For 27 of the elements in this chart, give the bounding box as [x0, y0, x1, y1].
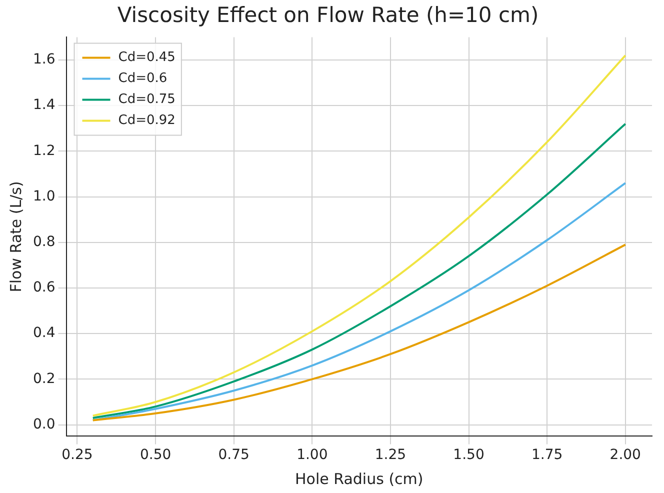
y-tick-label: 0.4: [33, 325, 56, 342]
y-tick-label: 0.0: [33, 416, 56, 432]
y-tick-label: 1.4: [33, 97, 56, 114]
legend-label: Cd=0.6: [118, 71, 168, 86]
y-tick-label: 0.2: [33, 370, 56, 387]
legend-label: Cd=0.75: [118, 92, 176, 108]
x-tick-label: 1.25: [374, 447, 406, 464]
x-tick-label: 1.00: [296, 447, 328, 464]
legend-label: Cd=0.92: [118, 113, 176, 128]
x-tick-label: 1.50: [453, 447, 484, 464]
y-tick-label: 1.2: [33, 142, 56, 159]
line-series: [92, 182, 626, 422]
line-series: [92, 122, 626, 419]
x-tick-label: 0.25: [62, 447, 93, 464]
y-tick-label: 0.8: [33, 234, 56, 250]
x-tick-label: 0.50: [140, 447, 172, 464]
y-tick-label: 0.6: [33, 280, 56, 296]
y-tick-label: 1.0: [33, 188, 56, 204]
x-tick-label: 2.00: [610, 447, 641, 464]
line-series: [92, 244, 626, 422]
x-tick-label: 1.75: [531, 447, 563, 464]
x-axis-title: Hole Radius (cm): [295, 470, 424, 488]
legend-label: Cd=0.45: [118, 50, 176, 66]
y-axis-title: Flow Rate (L/s): [6, 181, 25, 292]
chart-title: Viscosity Effect on Flow Rate (h=10 cm): [117, 3, 539, 28]
x-tick-label: 0.75: [218, 447, 250, 464]
y-tick-label: 1.6: [33, 52, 56, 68]
